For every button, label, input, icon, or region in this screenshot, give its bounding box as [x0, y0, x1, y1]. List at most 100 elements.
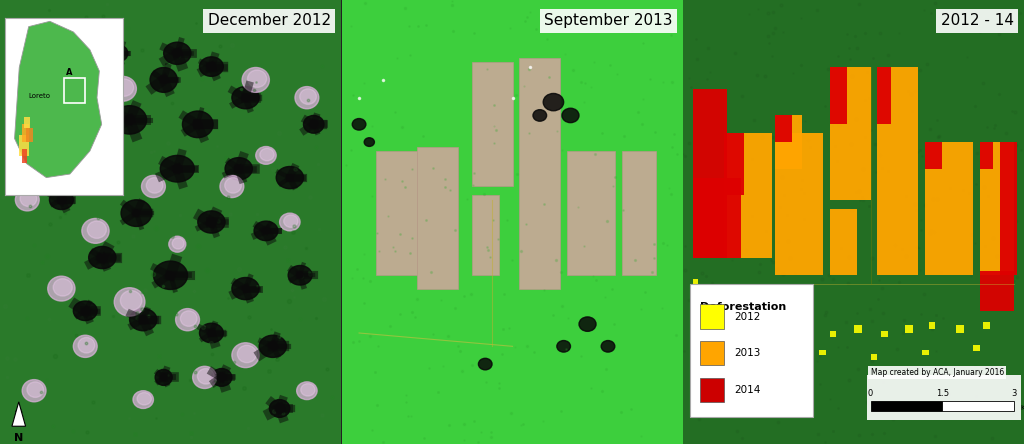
Ellipse shape	[288, 266, 312, 285]
Ellipse shape	[198, 211, 225, 233]
Ellipse shape	[154, 261, 187, 289]
Bar	[63, 78, 85, 103]
Text: 1.5: 1.5	[936, 389, 948, 399]
Ellipse shape	[297, 382, 317, 400]
Text: N: N	[14, 433, 24, 443]
Bar	[925, 142, 973, 275]
Bar	[775, 115, 803, 169]
Bar	[567, 151, 614, 275]
Ellipse shape	[89, 144, 116, 166]
Bar	[929, 322, 935, 329]
Bar	[775, 115, 793, 142]
Ellipse shape	[532, 110, 547, 121]
Polygon shape	[12, 402, 26, 426]
Ellipse shape	[130, 309, 157, 331]
Bar	[717, 341, 724, 346]
Bar	[829, 331, 837, 337]
Text: Loreto: Loreto	[29, 93, 50, 99]
Text: 3: 3	[1011, 389, 1017, 399]
Bar	[22, 149, 28, 163]
Ellipse shape	[276, 166, 303, 189]
Bar	[417, 147, 458, 289]
Bar	[980, 142, 993, 169]
Ellipse shape	[225, 158, 252, 180]
Bar	[693, 297, 698, 302]
Ellipse shape	[562, 108, 579, 123]
Ellipse shape	[156, 369, 172, 385]
Ellipse shape	[175, 309, 200, 331]
Text: 2012: 2012	[734, 312, 761, 321]
Bar	[829, 209, 857, 275]
Bar	[700, 304, 724, 329]
Ellipse shape	[115, 288, 145, 316]
Ellipse shape	[231, 343, 259, 368]
Ellipse shape	[23, 380, 46, 402]
Bar	[1000, 142, 1017, 275]
Bar	[27, 128, 34, 142]
Bar	[768, 350, 775, 355]
Ellipse shape	[48, 276, 75, 301]
Text: Deforestation: Deforestation	[700, 302, 786, 312]
Ellipse shape	[198, 369, 214, 384]
Bar	[870, 354, 878, 360]
Ellipse shape	[259, 335, 287, 357]
Bar	[983, 322, 990, 329]
Bar	[829, 67, 847, 124]
Ellipse shape	[231, 278, 259, 300]
Bar	[22, 124, 29, 142]
Ellipse shape	[111, 45, 128, 61]
Ellipse shape	[224, 178, 242, 193]
Ellipse shape	[365, 138, 375, 147]
Ellipse shape	[51, 127, 85, 158]
Bar	[925, 142, 942, 169]
Text: 2012 - 14: 2012 - 14	[941, 13, 1014, 28]
Bar	[693, 89, 727, 258]
Bar	[829, 67, 870, 200]
Bar	[870, 401, 942, 411]
Bar	[867, 375, 1021, 420]
Bar	[19, 135, 29, 156]
Text: September 2013: September 2013	[545, 13, 673, 28]
Ellipse shape	[121, 200, 152, 226]
Text: Map created by ACA, January 2016: Map created by ACA, January 2016	[870, 368, 1004, 377]
Ellipse shape	[303, 115, 324, 133]
Bar	[942, 401, 1014, 411]
Bar	[622, 151, 655, 275]
Ellipse shape	[49, 190, 74, 210]
Ellipse shape	[89, 246, 116, 269]
Bar	[778, 331, 785, 337]
Bar	[727, 322, 734, 329]
Ellipse shape	[12, 110, 43, 139]
Ellipse shape	[43, 45, 59, 61]
Bar	[881, 331, 888, 337]
Bar	[724, 133, 744, 195]
Ellipse shape	[254, 221, 278, 241]
Bar	[904, 325, 913, 333]
Ellipse shape	[137, 392, 152, 405]
Bar	[775, 133, 823, 275]
Ellipse shape	[242, 67, 269, 92]
Bar	[690, 284, 813, 417]
Text: 2014: 2014	[734, 385, 761, 395]
Bar	[693, 279, 698, 284]
Bar	[693, 178, 741, 258]
Ellipse shape	[256, 147, 276, 164]
Ellipse shape	[280, 213, 300, 231]
Ellipse shape	[78, 337, 95, 353]
Text: 0: 0	[868, 389, 873, 399]
Ellipse shape	[269, 400, 290, 417]
Bar	[376, 151, 417, 275]
Ellipse shape	[161, 155, 195, 182]
Ellipse shape	[87, 221, 106, 238]
Ellipse shape	[260, 148, 274, 161]
Ellipse shape	[113, 106, 146, 134]
Ellipse shape	[193, 366, 216, 388]
Ellipse shape	[20, 191, 37, 206]
Bar	[980, 271, 1014, 311]
Bar	[803, 325, 811, 333]
Ellipse shape	[220, 175, 244, 198]
Bar	[878, 67, 891, 124]
Bar	[700, 378, 724, 402]
Bar	[955, 325, 965, 333]
Bar	[878, 67, 919, 275]
